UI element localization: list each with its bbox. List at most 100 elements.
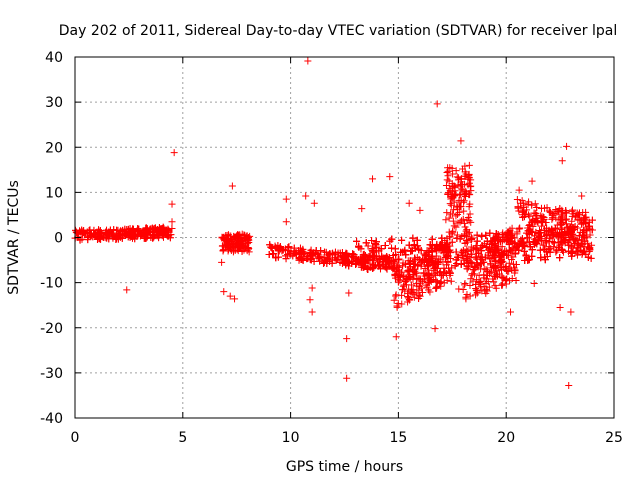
- data-point: [131, 235, 139, 243]
- data-point: [525, 211, 533, 219]
- data-point: [425, 271, 433, 279]
- data-point: [369, 175, 377, 183]
- y-tick-label: -30: [40, 366, 63, 382]
- data-point: [431, 325, 439, 333]
- data-point: [371, 240, 379, 248]
- data-point: [428, 253, 436, 261]
- data-point: [463, 189, 471, 197]
- data-point: [492, 267, 500, 275]
- data-point: [391, 272, 399, 280]
- data-point: [511, 266, 519, 274]
- data-point: [224, 247, 232, 255]
- x-tick-label: 5: [178, 430, 187, 446]
- data-point: [446, 200, 454, 208]
- data-point: [409, 258, 417, 266]
- data-point: [487, 247, 495, 255]
- data-point: [433, 264, 441, 272]
- data-point: [472, 242, 480, 250]
- data-point: [291, 249, 299, 257]
- data-point: [567, 308, 575, 316]
- data-point: [407, 281, 415, 289]
- data-point: [582, 250, 590, 258]
- data-point: [442, 216, 450, 224]
- data-point: [528, 177, 536, 185]
- data-point: [284, 251, 292, 259]
- data-point: [269, 250, 277, 258]
- data-point: [528, 252, 536, 260]
- data-point: [343, 252, 351, 260]
- data-point: [528, 201, 536, 209]
- data-point: [549, 214, 557, 222]
- data-point: [443, 209, 451, 217]
- data-point: [457, 181, 465, 189]
- data-point: [539, 218, 547, 226]
- data-point: [490, 253, 498, 261]
- data-point: [448, 238, 456, 246]
- data-point: [358, 205, 366, 213]
- data-point: [523, 238, 531, 246]
- data-point: [521, 257, 529, 265]
- data-point: [498, 281, 506, 289]
- data-point: [537, 254, 545, 262]
- data-point: [469, 266, 477, 274]
- data-point: [585, 218, 593, 226]
- data-point: [501, 236, 509, 244]
- data-point: [224, 231, 232, 239]
- y-tick-label: -40: [40, 411, 63, 427]
- data-point: [428, 235, 436, 243]
- data-point: [558, 245, 566, 253]
- data-point: [496, 253, 504, 261]
- data-point: [464, 213, 472, 221]
- data-point: [95, 235, 103, 243]
- data-point: [551, 224, 559, 232]
- data-point: [410, 242, 418, 250]
- data-point: [503, 231, 511, 239]
- data-point: [443, 239, 451, 247]
- data-point: [418, 289, 426, 297]
- data-point: [477, 255, 485, 263]
- data-point: [134, 231, 142, 239]
- data-point: [475, 271, 483, 279]
- data-point: [382, 264, 390, 272]
- data-point: [518, 242, 526, 250]
- data-point: [587, 254, 595, 262]
- data-point: [505, 240, 513, 248]
- data-point: [556, 254, 564, 262]
- data-point: [404, 294, 412, 302]
- data-point: [140, 230, 148, 238]
- data-point: [498, 243, 506, 251]
- data-point: [548, 215, 556, 223]
- data-point: [562, 207, 570, 215]
- data-point: [473, 237, 481, 245]
- data-point: [399, 262, 407, 270]
- data-point: [409, 288, 417, 296]
- data-point: [423, 283, 431, 291]
- data-point: [566, 227, 574, 235]
- data-point: [457, 190, 465, 198]
- data-point: [401, 247, 409, 255]
- data-point: [494, 263, 502, 271]
- data-point: [547, 245, 555, 253]
- y-tick-label: 40: [45, 50, 63, 66]
- data-point: [537, 204, 545, 212]
- data-point: [453, 173, 461, 181]
- data-point: [398, 291, 406, 299]
- data-point: [388, 244, 396, 252]
- data-point: [524, 224, 532, 232]
- data-point: [402, 274, 410, 282]
- data-point: [452, 167, 460, 175]
- data-point: [404, 257, 412, 265]
- data-point: [97, 230, 105, 238]
- data-point: [506, 226, 514, 234]
- data-point: [306, 255, 314, 263]
- data-point: [558, 225, 566, 233]
- data-point: [405, 199, 413, 207]
- data-point: [408, 247, 416, 255]
- data-point: [395, 255, 403, 263]
- data-point: [221, 243, 229, 251]
- data-point: [284, 243, 292, 251]
- data-point: [582, 213, 590, 221]
- data-point: [555, 216, 563, 224]
- data-point: [447, 195, 455, 203]
- data-point: [469, 277, 477, 285]
